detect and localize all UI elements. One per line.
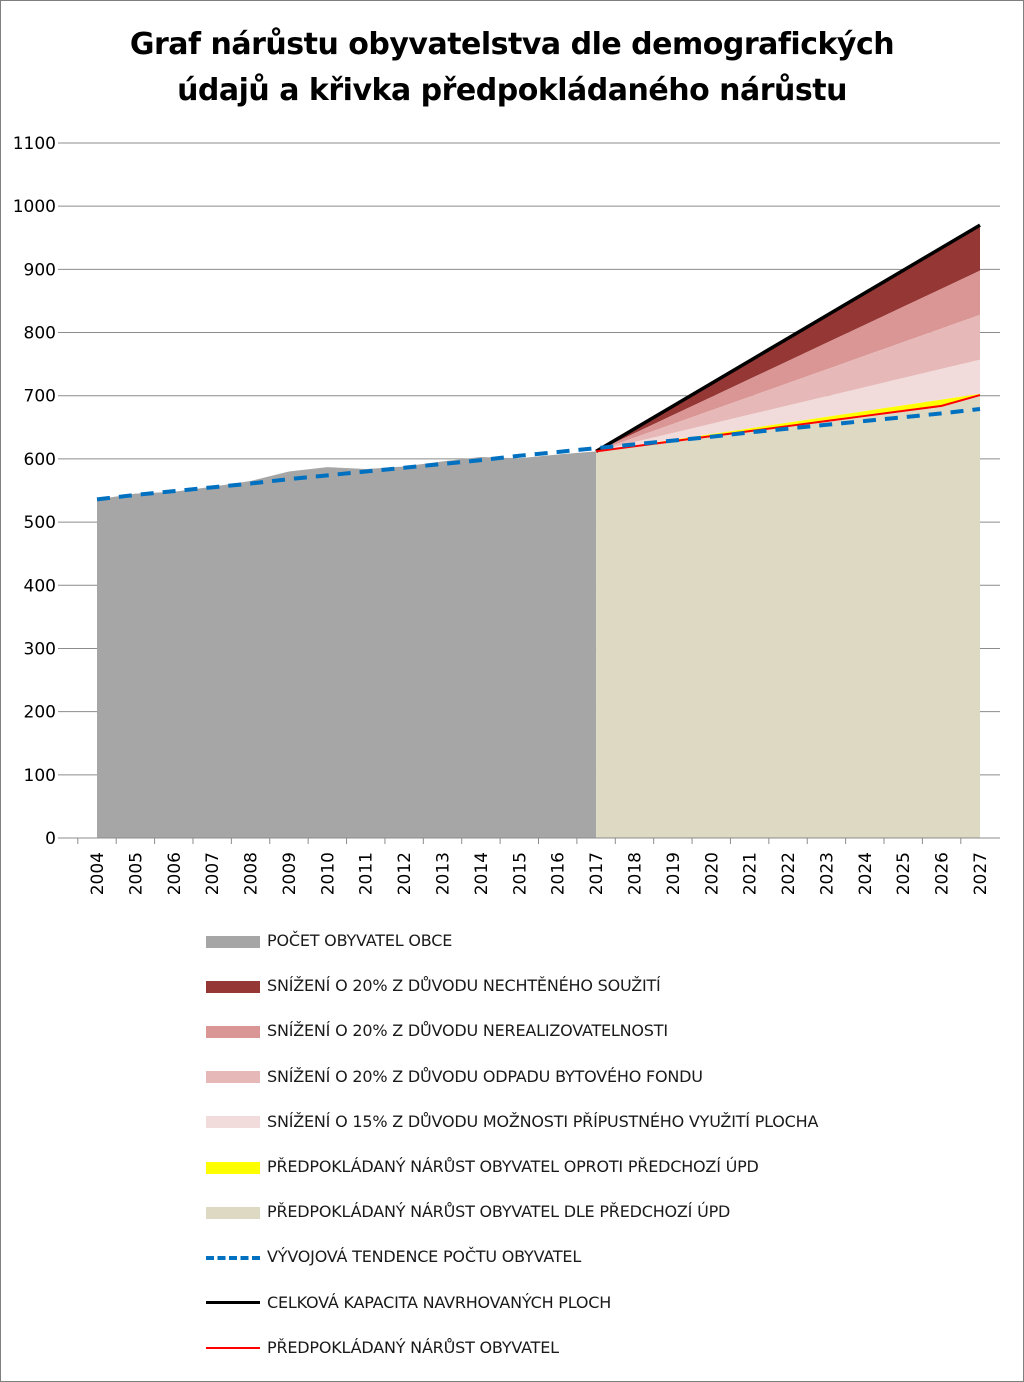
x-tick-label: 2007: [203, 852, 223, 895]
band-3: [596, 314, 980, 452]
x-tick-label: 2005: [126, 852, 146, 895]
x-tick-label: 2023: [817, 852, 837, 895]
x-tick-label: 2010: [318, 852, 338, 895]
x-tick-label: 2006: [165, 852, 185, 895]
x-tick-label: 2025: [894, 852, 914, 895]
x-tick-label: 2021: [741, 852, 761, 895]
legend-swatch: [204, 928, 260, 954]
x-tick-label: 2015: [510, 852, 530, 895]
legend-swatch: [204, 1289, 260, 1315]
x-tick-label: 2017: [587, 852, 607, 895]
x-tick-label: 2024: [856, 852, 876, 895]
legend-marker: [206, 1071, 260, 1084]
y-tick-label: 1000: [13, 197, 56, 217]
legend-label: CELKOVÁ KAPACITA NAVRHOVANÝCH PLOCH: [267, 1292, 612, 1312]
legend-item: VÝVOJOVÁ TENDENCE POČTU OBYVATEL: [204, 1234, 1004, 1279]
chart-legend: POČET OBYVATEL OBCE SNÍŽENÍ O 20% Z DŮVOD…: [204, 918, 1004, 1370]
legend-marker: [206, 1116, 260, 1129]
x-tick-label: 2014: [472, 852, 492, 895]
band-4: [596, 359, 980, 452]
y-tick-label: 900: [24, 260, 56, 280]
x-tick-label: 2019: [664, 852, 684, 895]
x-tick-label: 2004: [88, 852, 108, 895]
y-tick-label: 300: [24, 639, 56, 659]
legend-swatch: [204, 1154, 260, 1180]
band-2: [596, 270, 980, 452]
legend-item: SNÍŽENÍ O 15% Z DŮVODU MOŽNOSTI PŘÍPUSTN…: [204, 1099, 1004, 1144]
legend-label: PŘEDPOKLÁDANÝ NÁRŮST OBYVATEL: [267, 1337, 559, 1357]
legend-label: PŘEDPOKLÁDANÝ NÁRŮST OBYVATEL DLE PŘEDCH…: [267, 1202, 731, 1222]
legend-label: PŘEDPOKLÁDANÝ NÁRŮST OBYVATEL OPROTI PŘE…: [267, 1157, 759, 1177]
legend-item: SNÍŽENÍ O 20% Z DŮVODU ODPADU BYTOVÉHO F…: [204, 1054, 1004, 1099]
legend-item: SNÍŽENÍ O 20% Z DŮVODU NECHTĚNÉHO SOUŽIT…: [204, 963, 1004, 1008]
x-tick-label: 2013: [434, 852, 454, 895]
x-tick-label: 2012: [395, 852, 415, 895]
band-5: [596, 393, 980, 452]
x-tick-label: 2011: [357, 852, 377, 895]
legend-marker: [206, 1206, 260, 1219]
x-tick-label: 2026: [933, 852, 953, 895]
legend-swatch: [204, 1199, 260, 1225]
legend-item: PŘEDPOKLÁDANÝ NÁRŮST OBYVATEL: [204, 1325, 1004, 1370]
legend-marker: [206, 1025, 260, 1038]
y-tick-label: 0: [45, 829, 56, 849]
y-tick-label: 200: [24, 703, 56, 723]
x-tick-label: 2020: [702, 852, 722, 895]
x-tick-label: 2022: [779, 852, 799, 895]
legend-marker: [206, 980, 260, 993]
legend-item: CELKOVÁ KAPACITA NAVRHOVANÝCH PLOCH: [204, 1280, 1004, 1325]
y-tick-label: 1100: [13, 134, 56, 154]
x-tick-label: 2016: [549, 852, 569, 895]
chart-plot: 0 100 200 300 400 500 600 700 800 900 1000 1100 2004…: [13, 134, 1000, 895]
legend-marker: [206, 935, 260, 948]
x-tick-label: 2027: [971, 852, 991, 895]
legend-label: SNÍŽENÍ O 20% Z DŮVODU NECHTĚNÉHO SOUŽIT…: [267, 976, 661, 996]
line-vyvojova-tendence: [96, 407, 981, 502]
legend-label: POČET OBYVATEL OBCE: [267, 931, 453, 951]
line-celkova-kapacita: [595, 223, 981, 453]
legend-label: VÝVOJOVÁ TENDENCE POČTU OBYVATEL: [267, 1247, 582, 1267]
x-tick-label: 2009: [280, 852, 300, 895]
area-predchozi-upd: [596, 395, 980, 838]
legend-swatch: [204, 973, 260, 999]
legend-swatch: [204, 1018, 260, 1044]
legend-marker: [206, 1301, 260, 1305]
x-tick-label: 2018: [625, 852, 645, 895]
legend-marker: [206, 1255, 260, 1260]
legend-label: SNÍŽENÍ O 15% Z DŮVODU MOŽNOSTI PŘÍPUSTN…: [267, 1111, 819, 1131]
chart-title-line-1: Graf nárůstu obyvatelstva dle demografic…: [129, 27, 895, 62]
y-tick-label: 600: [24, 450, 56, 470]
legend-item: SNÍŽENÍ O 20% Z DŮVODU NEREALIZOVATELNOS…: [204, 1008, 1004, 1053]
legend-item: PŘEDPOKLÁDANÝ NÁRŮST OBYVATEL OPROTI PŘE…: [204, 1144, 1004, 1189]
legend-item: POČET OBYVATEL OBCE: [204, 918, 1004, 963]
y-tick-label: 800: [24, 324, 56, 344]
y-tick-label: 400: [24, 576, 56, 596]
line-predpokladany-narust: [595, 394, 981, 453]
legend-swatch: [204, 1244, 260, 1270]
legend-swatch: [204, 1063, 260, 1089]
x-tick-label: 2008: [242, 852, 262, 895]
area-pocet-obyvatel: [97, 451, 597, 838]
y-tick-label: 100: [24, 766, 56, 786]
chart-title-line-2: údajů a křivka předpokládaného nárůstu: [177, 73, 847, 108]
legend-swatch: [204, 1334, 260, 1360]
chart-title: Graf nárůstu obyvatelstva dle demografic…: [0, 22, 1024, 114]
legend-marker: [206, 1161, 260, 1174]
y-tick-label: 500: [24, 513, 56, 533]
legend-item: PŘEDPOKLÁDANÝ NÁRŮST OBYVATEL DLE PŘEDCH…: [204, 1189, 1004, 1234]
legend-label: SNÍŽENÍ O 20% Z DŮVODU ODPADU BYTOVÉHO F…: [267, 1066, 703, 1086]
legend-label: SNÍŽENÍ O 20% Z DŮVODU NEREALIZOVATELNOS…: [267, 1021, 668, 1041]
y-tick-label: 700: [24, 387, 56, 407]
legend-swatch: [204, 1108, 260, 1134]
legend-marker: [206, 1347, 260, 1350]
